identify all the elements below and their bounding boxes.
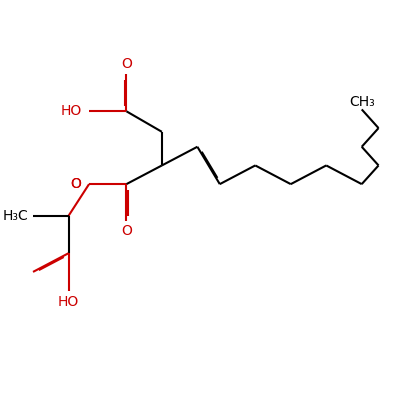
Text: O: O xyxy=(121,224,132,238)
Text: HO: HO xyxy=(58,295,79,309)
Text: H₃C: H₃C xyxy=(2,209,28,223)
Text: HO: HO xyxy=(60,104,82,118)
Text: O: O xyxy=(121,57,132,71)
Text: CH₃: CH₃ xyxy=(349,96,375,110)
Text: O: O xyxy=(71,177,82,191)
Text: O: O xyxy=(71,177,82,191)
